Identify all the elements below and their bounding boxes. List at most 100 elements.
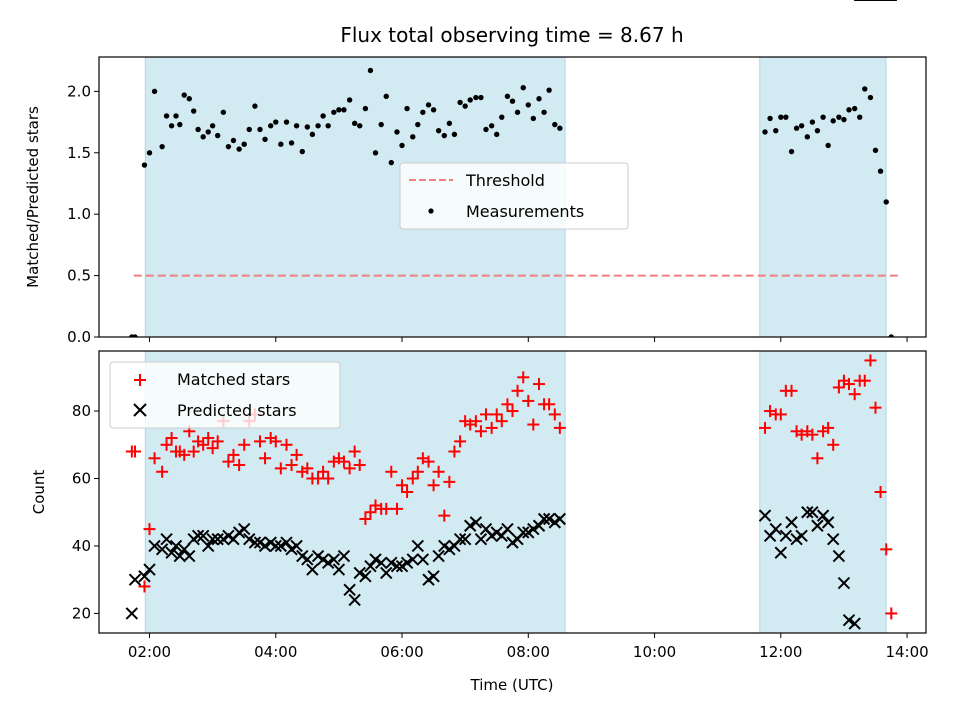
measurement-point bbox=[814, 127, 821, 134]
matched-stars-point bbox=[438, 509, 451, 522]
predicted-stars-point bbox=[542, 512, 556, 526]
predicted-stars-point bbox=[432, 549, 445, 563]
measurement-point bbox=[846, 107, 852, 113]
matched-stars-point bbox=[253, 435, 266, 448]
measurement-point bbox=[325, 123, 331, 129]
matched-stars-point bbox=[827, 438, 840, 451]
measurement-point bbox=[246, 126, 252, 133]
matched-stars-point bbox=[806, 428, 819, 441]
x-tick-label: 08:00 bbox=[507, 643, 550, 661]
measurement-point bbox=[851, 105, 858, 112]
matched-stars-point bbox=[380, 502, 393, 515]
measurement-point bbox=[773, 127, 779, 134]
predicted-stars-point bbox=[779, 529, 793, 543]
top-x-ticks bbox=[149, 337, 908, 342]
matched-stars-point bbox=[301, 462, 314, 475]
predicted-stars-point bbox=[364, 560, 377, 573]
predicted-stars-point bbox=[143, 563, 156, 576]
measurements-series bbox=[129, 67, 894, 337]
predicted-stars-point bbox=[301, 553, 314, 566]
measurement-point bbox=[494, 131, 500, 138]
matched-stars-point bbox=[774, 408, 787, 421]
predicted-stars-point bbox=[306, 563, 319, 576]
predicted-stars-point bbox=[517, 526, 530, 539]
measurement-point bbox=[146, 150, 153, 156]
measurement-point bbox=[190, 108, 197, 114]
matched-stars-point bbox=[485, 421, 498, 434]
measurement-point bbox=[820, 114, 826, 120]
predicted-stars-point bbox=[169, 539, 183, 553]
measurement-point bbox=[525, 102, 531, 108]
measurement-point bbox=[430, 107, 437, 113]
matched-stars-point bbox=[227, 448, 240, 461]
measurement-point bbox=[530, 115, 537, 122]
top-y-tick-label: 1.0 bbox=[67, 205, 91, 223]
matched-stars-point bbox=[187, 445, 200, 458]
predicted-stars-point bbox=[469, 516, 483, 529]
matched-stars-point bbox=[385, 465, 398, 478]
predicted-stars-point bbox=[206, 533, 219, 546]
measurement-point bbox=[793, 125, 800, 131]
predicted-stars-point bbox=[553, 512, 567, 526]
measurement-point bbox=[351, 120, 358, 127]
predicted-stars-point bbox=[474, 533, 488, 546]
matched-stars-point bbox=[406, 472, 419, 485]
predicted-stars-point bbox=[416, 553, 430, 566]
measurement-point bbox=[177, 121, 183, 128]
measurement-point bbox=[462, 103, 468, 109]
measurement-point bbox=[862, 86, 868, 92]
predicted-stars-point bbox=[148, 539, 161, 553]
predicted-stars-point bbox=[385, 556, 398, 570]
measurement-point bbox=[151, 88, 158, 95]
predicted-stars-point bbox=[160, 533, 173, 546]
measurement-point bbox=[278, 141, 284, 147]
measurement-point bbox=[809, 119, 816, 125]
matched-stars-point bbox=[390, 502, 403, 515]
x-tick-label: 10:00 bbox=[633, 643, 676, 661]
measurement-point bbox=[804, 134, 811, 140]
predicted-stars-point bbox=[374, 556, 388, 570]
bottom-panel: 20 40 60 80 02:00 04:00 06:00 08:00 10:00 12:00 1… bbox=[30, 0, 929, 694]
matched-stars-point bbox=[165, 432, 178, 445]
predicted-stars-point bbox=[811, 519, 824, 532]
predicted-stars-point bbox=[237, 522, 251, 536]
measurement-point bbox=[420, 109, 426, 115]
predicted-stars-point bbox=[269, 539, 282, 553]
predicted-stars-point bbox=[348, 593, 361, 607]
predicted-stars-point bbox=[380, 566, 393, 580]
predicted-stars-point bbox=[501, 522, 514, 536]
measurement-point bbox=[552, 121, 558, 128]
measurement-point bbox=[163, 113, 170, 119]
matched-stars-point bbox=[128, 445, 141, 458]
legend-matched-swatch bbox=[134, 374, 146, 386]
bottom-y-tick-label: 60 bbox=[72, 470, 91, 488]
predicted-stars-point bbox=[463, 519, 477, 532]
measurement-point bbox=[214, 132, 221, 139]
measurement-point bbox=[425, 102, 432, 108]
bottom-x-ticks: 02:00 04:00 06:00 08:00 10:00 12:00 14:00 bbox=[128, 633, 929, 661]
predicted-stars-point bbox=[832, 549, 846, 563]
matched-stars-point bbox=[490, 408, 503, 421]
predicted-stars-point bbox=[801, 506, 814, 519]
bottom-legend: Matched stars Predicted stars bbox=[109, 361, 341, 429]
measurement-point bbox=[372, 150, 379, 156]
matched-stars-point bbox=[874, 486, 887, 498]
predicted-stars-point bbox=[359, 570, 372, 583]
top-legend-box bbox=[399, 162, 629, 230]
matched-stars-point bbox=[259, 452, 272, 465]
matched-stars-point bbox=[337, 455, 350, 468]
matched-stars-point bbox=[322, 472, 335, 485]
predicted-stars-point bbox=[125, 607, 139, 620]
measurement-point bbox=[435, 127, 442, 134]
measurement-point bbox=[367, 67, 374, 74]
measurement-point bbox=[467, 97, 473, 103]
measurement-point bbox=[336, 107, 342, 113]
measurement-point bbox=[315, 123, 321, 129]
x-tick-label: 12:00 bbox=[759, 643, 802, 661]
matched-stars-point bbox=[864, 354, 877, 367]
measurement-point bbox=[441, 132, 448, 139]
predicted-stars-point bbox=[280, 536, 293, 549]
measurement-point bbox=[457, 99, 463, 106]
measurement-point bbox=[268, 123, 274, 129]
